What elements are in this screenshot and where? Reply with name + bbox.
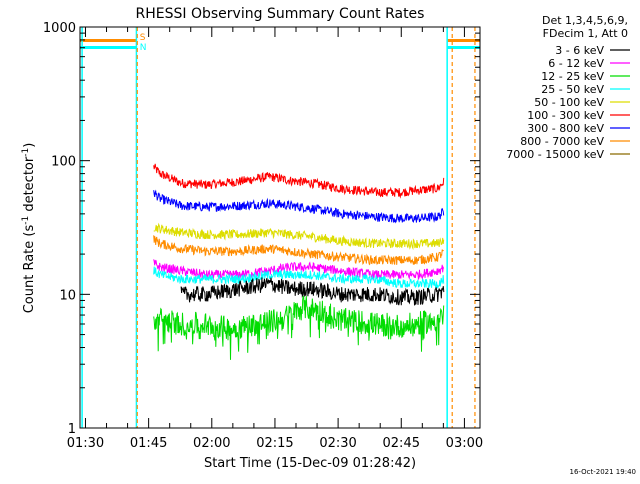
series-layer — [153, 163, 445, 360]
x-tick-label: 02:45 — [383, 436, 420, 451]
y-tick-label: 100 — [51, 155, 76, 170]
series-6 — [180, 277, 445, 306]
x-tick-label: 02:15 — [256, 436, 293, 451]
saa-bar-right — [447, 39, 480, 42]
night-marker-label: N — [140, 43, 147, 53]
legend-label: 50 - 100 keV — [534, 96, 604, 109]
night-bar-left — [80, 46, 137, 49]
series-7 — [153, 295, 445, 360]
x-tick-label: 01:45 — [130, 436, 167, 451]
x-axis-label: Start Time (15-Dec-09 01:28:42) — [204, 456, 416, 471]
timestamp: 16-Oct-2021 19:40 — [570, 468, 636, 476]
series-5 — [153, 266, 445, 290]
series-3 — [153, 235, 444, 266]
legend-header-detectors: Det 1,3,4,5,6,9, — [542, 14, 628, 27]
legend-label: 100 - 300 keV — [527, 109, 604, 122]
saa-bar-left — [80, 39, 137, 42]
legend-label: 3 - 6 keV — [555, 44, 604, 57]
y-tick-label: 1000 — [43, 21, 76, 36]
marker-layer: SN — [80, 27, 480, 428]
series-1 — [153, 189, 445, 224]
x-tick-label: 01:30 — [67, 436, 104, 451]
series-line-1 — [153, 189, 445, 224]
y-axis-label: Count Rate (s-1 detector-1) — [21, 143, 37, 314]
legend-header-decimation: FDecim 1, Att 0 — [543, 27, 628, 40]
legend-label: 300 - 800 keV — [527, 122, 604, 135]
y-tick-label: 1 — [68, 422, 76, 437]
ticks-layer: 1 10 100 1000 01:30 01:45 02:00 02:15 02:30 02:45… — [43, 21, 483, 451]
legend-label: 6 - 12 keV — [548, 57, 604, 70]
x-tick-label: 02:30 — [319, 436, 356, 451]
series-4 — [153, 259, 445, 281]
legend-label: 800 - 7000 keV — [520, 135, 604, 148]
series-line-0 — [153, 163, 445, 199]
x-tick-label: 02:00 — [193, 436, 230, 451]
x-tick-label: 03:00 — [446, 436, 483, 451]
series-line-5 — [153, 266, 445, 290]
legend-label: 12 - 25 keV — [541, 70, 604, 83]
series-line-2 — [153, 222, 445, 251]
saa-marker-label: S — [140, 33, 146, 43]
legend: Det 1,3,4,5,6,9, FDecim 1, Att 0 3 - 6 k… — [506, 14, 630, 161]
y-tick-label: 10 — [59, 288, 76, 303]
legend-label: 7000 - 15000 keV — [506, 148, 604, 161]
night-bar-right — [447, 46, 480, 49]
series-line-4 — [153, 259, 445, 281]
legend-label: 25 - 50 keV — [541, 83, 604, 96]
series-line-7 — [153, 295, 445, 360]
plot-frame — [79, 26, 481, 429]
chart-title: RHESSI Observing Summary Count Rates — [136, 6, 425, 22]
series-line-6 — [180, 277, 445, 306]
series-0 — [153, 163, 445, 199]
series-2 — [153, 222, 445, 251]
series-line-3 — [153, 235, 444, 266]
